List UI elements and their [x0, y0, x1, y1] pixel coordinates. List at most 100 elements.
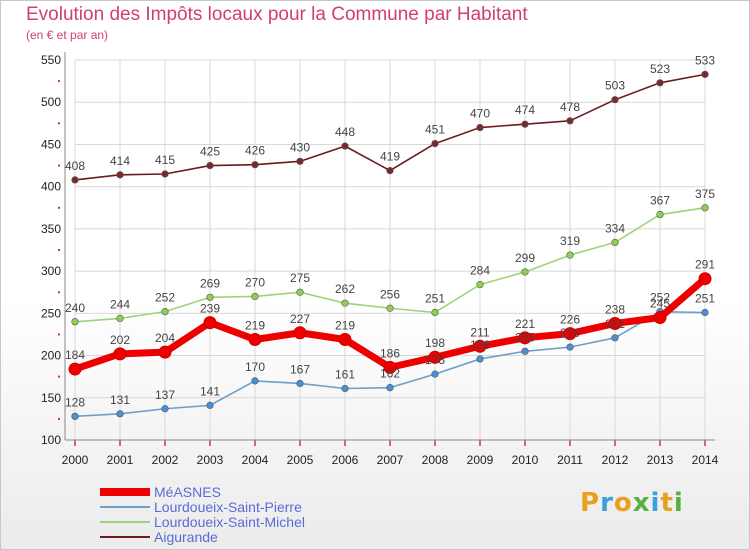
- data-point: [653, 311, 667, 325]
- data-point: [116, 171, 124, 179]
- data-point: [431, 140, 439, 148]
- data-label: 367: [650, 194, 670, 208]
- data-label: 204: [155, 331, 175, 345]
- x-tick-label: 2014: [692, 453, 719, 467]
- data-label: 210: [560, 326, 580, 340]
- data-point: [116, 314, 124, 323]
- data-point: [161, 170, 169, 178]
- logo-letter: t: [660, 488, 674, 518]
- data-point: [251, 377, 259, 385]
- data-point: [611, 96, 619, 104]
- data-label: 205: [515, 330, 535, 344]
- data-label: 202: [110, 333, 130, 347]
- x-tick-label: 2005: [287, 453, 314, 467]
- data-point: [521, 268, 529, 276]
- x-tick-label: 2011: [557, 453, 583, 467]
- data-point: [71, 318, 79, 326]
- y-tick-label: 550: [41, 53, 61, 67]
- data-point: [521, 120, 529, 128]
- data-label: 256: [380, 287, 400, 301]
- logo-letter: r: [600, 488, 614, 518]
- x-tick-label: 2003: [197, 453, 224, 467]
- data-label: 244: [110, 297, 130, 311]
- data-label: 186: [380, 346, 400, 360]
- data-point: [476, 355, 484, 363]
- logo-letter: i: [673, 488, 684, 518]
- data-point: [386, 384, 394, 392]
- x-tick-label: 2000: [62, 453, 89, 467]
- data-label: 227: [290, 312, 310, 326]
- data-point: [701, 70, 709, 78]
- data-label: 162: [380, 367, 400, 381]
- data-point: [431, 370, 439, 378]
- data-point: [338, 333, 352, 347]
- x-tick-label: 2001: [107, 453, 134, 467]
- data-point: [71, 176, 79, 184]
- data-label: 291: [695, 258, 715, 272]
- data-point: [386, 304, 394, 312]
- legend-label: MéASNES: [154, 484, 221, 500]
- data-point: [611, 334, 619, 342]
- data-point: [296, 379, 304, 388]
- data-point: [161, 405, 169, 413]
- x-tick-label: 2006: [332, 453, 359, 467]
- data-label: 474: [515, 103, 535, 117]
- data-label: 319: [560, 234, 580, 248]
- legend-label: Lourdoueix-Saint-Michel: [154, 514, 305, 530]
- data-point: [68, 362, 82, 376]
- data-point: [701, 204, 709, 212]
- data-point: [293, 326, 307, 340]
- x-tick-label: 2007: [377, 453, 404, 467]
- data-point: [566, 251, 574, 259]
- data-label: 262: [335, 282, 355, 296]
- series-layer: [68, 70, 712, 420]
- series-lourdoueix-saint-michel: [71, 204, 709, 326]
- y-tick-label: 100: [41, 433, 61, 447]
- data-label: 239: [200, 302, 220, 316]
- data-label: 128: [65, 395, 85, 409]
- data-labels: 408 414 415 425 426 430 448 419 451 470 474 478 503 5…: [65, 53, 715, 409]
- axes: 100 150 200 250 300 350 400 450 500 550 2000 2001 20…: [41, 52, 719, 467]
- legend-label: Aigurande: [154, 529, 218, 545]
- data-label: 284: [470, 264, 490, 278]
- chart-title: Evolution des Impôts locaux pour la Comm…: [26, 4, 528, 25]
- data-point: [518, 331, 532, 345]
- legend-label: Lourdoueix-Saint-Pierre: [154, 499, 302, 515]
- data-point: [431, 308, 439, 317]
- data-label: 252: [155, 291, 175, 305]
- data-point: [608, 316, 622, 330]
- data-label: 408: [65, 159, 85, 173]
- data-point: [206, 161, 214, 170]
- data-point: [203, 316, 217, 330]
- data-label: 415: [155, 153, 175, 167]
- logo-letter: P: [580, 488, 601, 518]
- series-m-asnes: [68, 272, 712, 376]
- data-point: [161, 308, 169, 316]
- legend: MéASNESLourdoueix-Saint-PierreLourdoueix…: [100, 484, 305, 545]
- data-point: [116, 410, 124, 418]
- proxiti-logo: Proxiti: [580, 488, 684, 518]
- data-label: 252: [650, 291, 670, 305]
- data-label: 137: [155, 388, 175, 402]
- data-label: 170: [245, 360, 265, 374]
- data-label: 334: [605, 221, 625, 235]
- data-point: [296, 157, 304, 165]
- data-point: [473, 339, 487, 353]
- x-tick-label: 2008: [422, 453, 449, 467]
- data-label: 448: [335, 125, 355, 139]
- data-label: 503: [605, 79, 625, 93]
- data-point: [476, 123, 484, 132]
- data-point: [248, 333, 262, 347]
- data-label: 141: [200, 384, 220, 398]
- data-label: 270: [245, 275, 265, 289]
- data-label: 425: [200, 145, 220, 159]
- data-label: 219: [335, 319, 355, 333]
- data-label: 533: [695, 53, 715, 67]
- data-point: [566, 343, 574, 351]
- x-tick-label: 2012: [602, 453, 629, 467]
- data-point: [428, 350, 442, 364]
- x-tick-label: 2002: [152, 453, 179, 467]
- y-tick-label: 200: [41, 349, 61, 363]
- data-point: [701, 308, 709, 317]
